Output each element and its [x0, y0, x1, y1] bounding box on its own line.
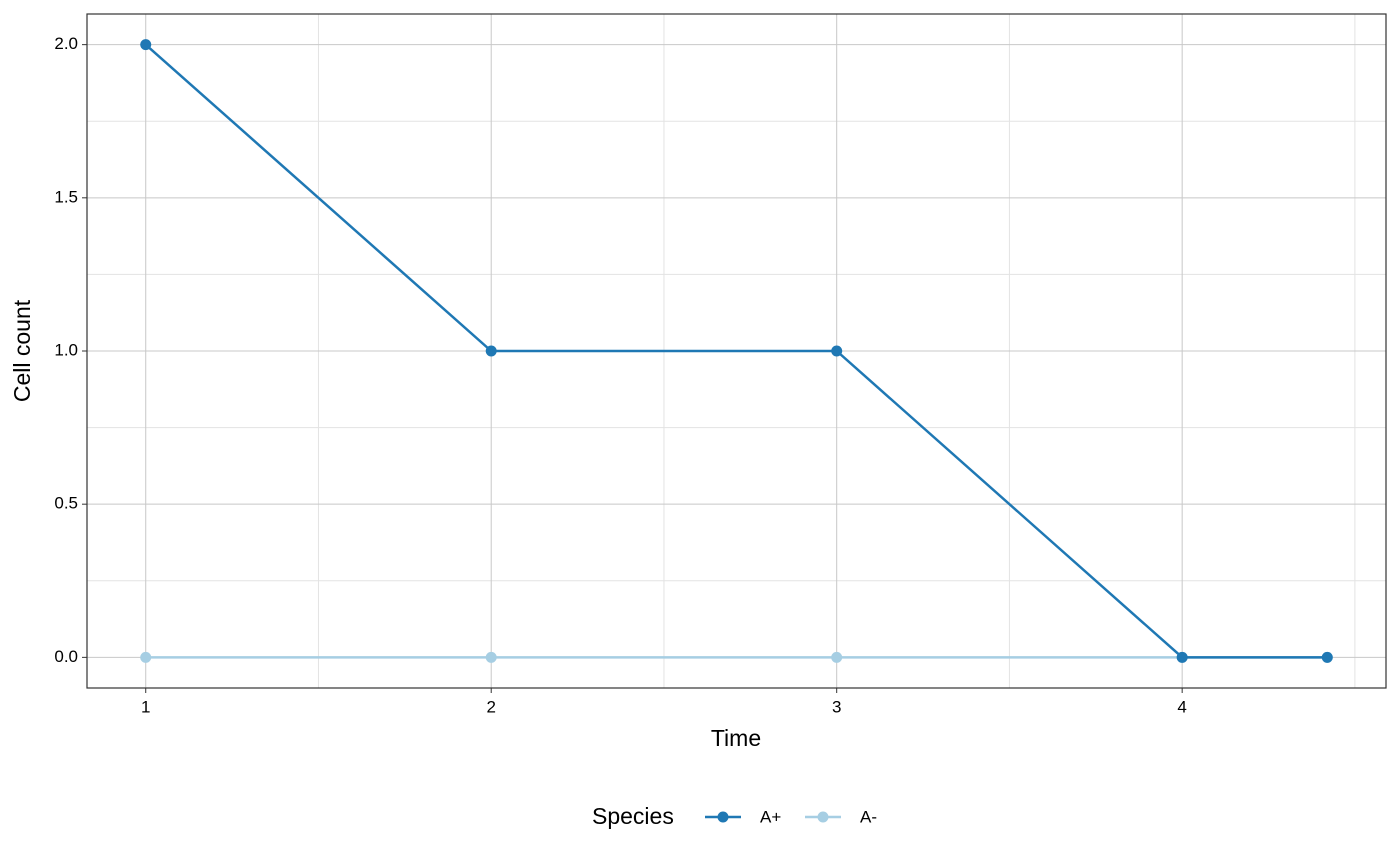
legend-label: A+ [760, 807, 781, 826]
legend-key-point [717, 811, 729, 823]
y-tick-label: 1.5 [54, 187, 78, 206]
x-tick-label: 1 [141, 697, 150, 716]
legend-title: Species [592, 803, 674, 829]
y-tick-label: 0.5 [54, 494, 78, 513]
data-point [831, 651, 843, 663]
data-point [140, 651, 152, 663]
y-tick-label: 2.0 [54, 34, 78, 53]
data-point [1321, 651, 1333, 663]
plot-border [86, 13, 1387, 689]
data-point [140, 39, 152, 51]
data-point [485, 345, 497, 357]
y-tick-label: 1.0 [54, 340, 78, 359]
x-tick-label: 3 [832, 697, 841, 716]
legend-label: A- [860, 807, 877, 826]
y-tick-label: 0.0 [54, 647, 78, 666]
data-point [831, 345, 843, 357]
data-point [1176, 651, 1188, 663]
data-point [485, 651, 497, 663]
x-tick-label: 2 [486, 697, 495, 716]
x-tick-label: 4 [1177, 697, 1186, 716]
y-axis-title: Cell count [9, 299, 35, 402]
legend-key-point [817, 811, 829, 823]
x-axis-title: Time [711, 725, 761, 751]
